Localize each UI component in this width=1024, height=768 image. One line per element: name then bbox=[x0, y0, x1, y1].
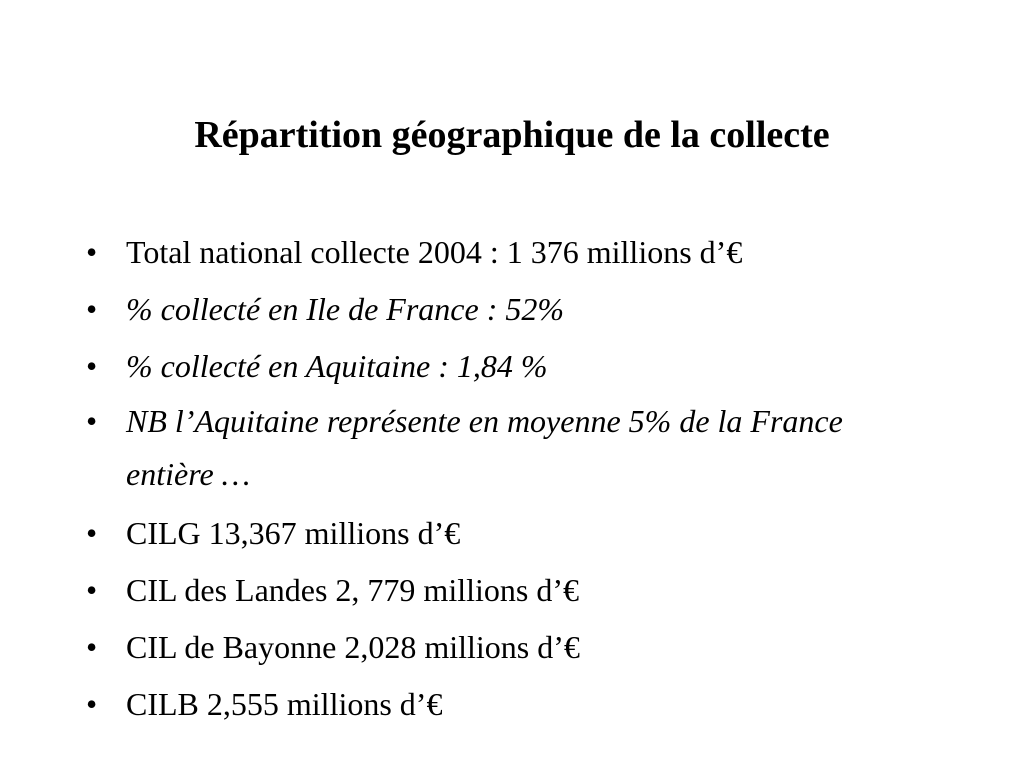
bullet-dot-icon: • bbox=[86, 403, 98, 439]
bullet-dot-icon: • bbox=[86, 291, 98, 327]
bullet-dot-icon: • bbox=[86, 515, 98, 551]
bullet-item-cil-landes: • CIL des Landes 2, 779 millions d’€ bbox=[86, 562, 946, 619]
bullet-item-cil-bayonne: • CIL de Bayonne 2,028 millions d’€ bbox=[86, 619, 946, 676]
slide-title: Répartition géographique de la collecte bbox=[194, 114, 830, 156]
bullet-item-cilg: • CILG 13,367 millions d’€ bbox=[86, 505, 946, 562]
bullet-text: CILB 2,555 millions d’€ bbox=[126, 686, 443, 722]
bullet-item-ile-de-france: • % collecté en Ile de France : 52% bbox=[86, 281, 946, 338]
bullet-text: NB l’Aquitaine représente en moyenne 5% … bbox=[126, 403, 843, 492]
bullet-text: Total national collecte 2004 : 1 376 mil… bbox=[126, 234, 743, 270]
bullet-item-nb-aquitaine: • NB l’Aquitaine représente en moyenne 5… bbox=[86, 395, 916, 501]
bullet-text: CILG 13,367 millions d’€ bbox=[126, 515, 461, 551]
bullet-dot-icon: • bbox=[86, 572, 98, 608]
bullet-dot-icon: • bbox=[86, 234, 98, 270]
bullet-item-total-national: • Total national collecte 2004 : 1 376 m… bbox=[86, 224, 946, 281]
bullet-dot-icon: • bbox=[86, 348, 98, 384]
bullet-item-cilb: • CILB 2,555 millions d’€ bbox=[86, 676, 946, 733]
bullet-text: CIL des Landes 2, 779 millions d’€ bbox=[126, 572, 579, 608]
bullet-text: CIL de Bayonne 2,028 millions d’€ bbox=[126, 629, 580, 665]
bullet-dot-icon: • bbox=[86, 629, 98, 665]
bullet-text: % collecté en Aquitaine : 1,84 % bbox=[126, 348, 548, 384]
bullet-text: % collecté en Ile de France : 52% bbox=[126, 291, 565, 327]
bullet-item-aquitaine: • % collecté en Aquitaine : 1,84 % bbox=[86, 338, 946, 395]
bullet-dot-icon: • bbox=[86, 686, 98, 722]
bullet-list: • Total national collecte 2004 : 1 376 m… bbox=[86, 224, 946, 733]
